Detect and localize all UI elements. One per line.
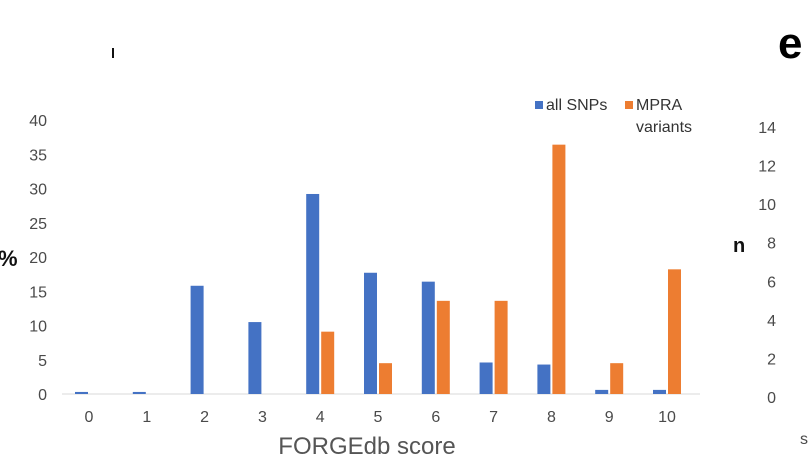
legend-label-all-snps: all SNPs [546, 97, 607, 114]
legend: all SNPs MPRA variants [535, 97, 692, 136]
y-tick-label: 20 [29, 250, 47, 267]
bar-all-snps-0 [75, 391, 88, 394]
x-tick-label: 4 [316, 409, 325, 426]
x-tick-label: 3 [258, 409, 267, 426]
y-tick-label: 30 [29, 182, 47, 199]
bar-all-snps-8 [537, 364, 551, 394]
x-tick-labels: 0 1 2 3 4 5 6 7 8 9 10 [85, 409, 676, 426]
x-tick-label: 7 [489, 409, 498, 426]
bar-all-snps-1 [132, 391, 146, 394]
y-tick-label: 15 [29, 284, 47, 301]
bar-mpra-variants-8 [552, 144, 566, 394]
bar-all-snps-2 [190, 285, 204, 394]
y-tick-label: 5 [38, 353, 47, 370]
bar-mpra-variants-9 [610, 363, 624, 394]
right-panel-partial: e 0 2 4 6 8 10 12 14 n s [733, 19, 808, 448]
bar-all-snps-5 [364, 272, 377, 394]
right-y-axis-label: n [733, 235, 745, 257]
bar-mpra-variants-4 [321, 331, 335, 394]
bar-all-snps-3 [248, 322, 262, 394]
right-y-tick-label: 12 [758, 159, 776, 176]
bar-all-snps-10 [653, 389, 666, 394]
bar-mpra-variants-6 [436, 300, 450, 394]
y-tick-labels: 0 5 10 15 20 25 30 35 40 [29, 113, 47, 404]
y-tick-label: 0 [38, 387, 47, 404]
bar-mpra-variants-10 [668, 269, 681, 394]
right-y-tick-label: 8 [767, 236, 776, 253]
right-y-tick-labels: 0 2 4 6 8 10 12 14 [758, 120, 776, 407]
legend-swatch-all-snps [535, 101, 543, 109]
x-tick-label: 10 [658, 409, 676, 426]
legend-swatch-mpra [625, 101, 633, 109]
x-tick-label: 0 [85, 409, 94, 426]
x-tick-label: 1 [142, 409, 151, 426]
y-tick-label: 10 [29, 319, 47, 336]
x-tick-label: 5 [374, 409, 383, 426]
y-tick-label: 40 [29, 113, 47, 130]
right-y-tick-label: 14 [758, 120, 776, 137]
forgedb-bar-chart: 0 5 10 15 20 25 30 35 40 % 0 1 2 3 4 5 6 7 8 9 10 FORGEdb … [0, 97, 700, 460]
x-tick-label: 6 [431, 409, 440, 426]
panel-letter: e [778, 19, 802, 68]
bar-all-snps-6 [421, 281, 435, 394]
bar-mpra-variants-5 [379, 363, 392, 394]
right-y-tick-label: 0 [767, 390, 776, 407]
bar-all-snps-4 [306, 193, 320, 394]
y-axis-label: % [0, 246, 18, 271]
y-tick-label: 35 [29, 147, 47, 164]
bar-all-snps-7 [479, 362, 493, 394]
right-y-tick-label: 10 [758, 197, 776, 214]
x-axis-title: FORGEdb score [278, 433, 455, 460]
right-y-tick-label: 4 [767, 313, 776, 330]
legend-label-mpra: MPRA [636, 97, 683, 114]
bar-mpra-variants-7 [494, 300, 508, 394]
right-y-tick-label: 6 [767, 274, 776, 291]
right-y-tick-label: 2 [767, 351, 776, 368]
x-tick-label: 9 [605, 409, 614, 426]
y-tick-label: 25 [29, 216, 47, 233]
bars [75, 144, 681, 394]
right-cutoff-glyph: s [800, 431, 808, 448]
x-tick-label: 2 [200, 409, 209, 426]
legend-label-variants: variants [636, 119, 692, 136]
x-tick-label: 8 [547, 409, 556, 426]
bar-all-snps-9 [595, 389, 609, 394]
